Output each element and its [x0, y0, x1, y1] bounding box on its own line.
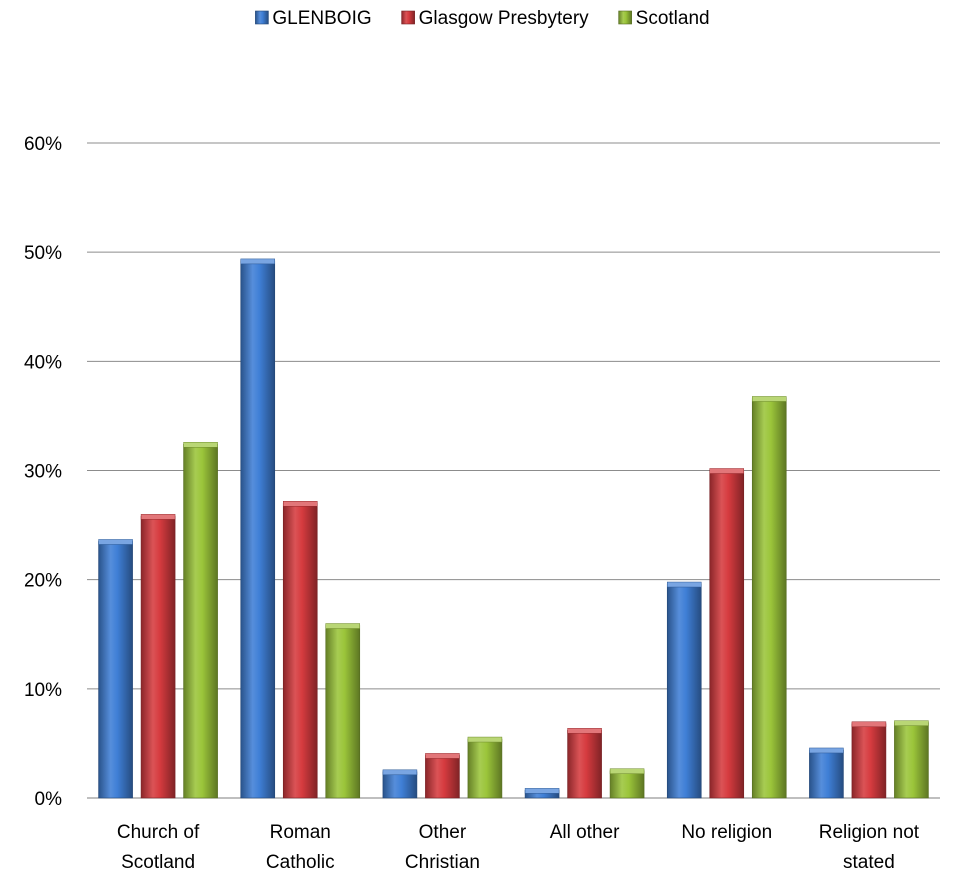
y-tick-label: 10%: [24, 680, 62, 701]
y-axis: 0% 10% 20% 30% 40% 50% 60%: [24, 134, 62, 810]
legend-swatch: [401, 10, 415, 25]
x-category-label: Catholic: [266, 852, 335, 873]
y-tick-label: 40%: [24, 352, 62, 373]
x-category-label: Roman: [270, 822, 331, 843]
x-axis: Church of Scotland Roman Catholic Other Chris…: [117, 822, 920, 873]
bar-top-cap: [183, 442, 218, 448]
legend-label: Glasgow Presbytery: [419, 8, 590, 29]
bar-top-cap: [425, 753, 460, 759]
bar-top-cap: [667, 581, 702, 588]
bar-top-cap: [524, 788, 560, 794]
legend-label: Scotland: [636, 8, 710, 29]
bar-top-cap: [709, 468, 744, 474]
bar-glasgow-presbytery: [140, 516, 176, 799]
bar-top-cap: [894, 720, 929, 726]
bar-glasgow-presbytery: [567, 730, 602, 799]
bar-glenboig: [240, 260, 276, 799]
y-tick-label: 30%: [24, 462, 62, 483]
legend-swatch: [618, 10, 632, 25]
x-category-label: Scotland: [121, 852, 195, 873]
bar-glenboig: [382, 771, 418, 799]
bar-glenboig: [98, 541, 133, 799]
bar-scotland: [183, 443, 218, 799]
bar-top-cap: [609, 768, 645, 774]
y-tick-label: 20%: [24, 571, 62, 592]
y-tick-label: 0%: [35, 789, 63, 810]
bar-scotland: [325, 625, 361, 799]
legend-label: GLENBOIG: [272, 8, 371, 29]
x-category-label: Other: [419, 822, 467, 843]
bar-top-cap: [567, 728, 602, 734]
x-category-label: Church of: [117, 822, 200, 843]
bar-top-cap: [98, 539, 133, 545]
bar-top-cap: [851, 721, 887, 728]
x-category-label: Religion not: [819, 822, 920, 843]
gridlines: [87, 142, 940, 799]
bar-top-cap: [325, 623, 360, 629]
bar-glasgow-presbytery: [282, 502, 318, 799]
bar-top-cap: [752, 396, 787, 402]
x-category-label: All other: [550, 822, 620, 843]
x-category-label: No religion: [681, 822, 772, 843]
bar-top-cap: [809, 747, 844, 754]
bar-top-cap: [283, 501, 318, 507]
bars: [98, 258, 929, 799]
x-category-label: Christian: [405, 852, 480, 873]
bar-top-cap: [382, 769, 418, 776]
y-tick-label: 50%: [24, 243, 62, 264]
bar-scotland: [609, 770, 645, 799]
legend: GLENBOIG Glasgow Presbytery Scotland: [255, 8, 710, 29]
legend-swatch: [255, 10, 269, 25]
bar-glasgow-presbytery: [709, 470, 745, 799]
bar-top-cap: [467, 736, 503, 743]
bar-glenboig: [809, 749, 844, 799]
bar-scotland: [894, 722, 929, 799]
bar-glenboig: [666, 583, 702, 799]
bar-top-cap: [240, 258, 275, 265]
bar-glasgow-presbytery: [851, 723, 887, 799]
bar-scotland: [751, 398, 787, 799]
y-tick-label: 60%: [24, 134, 62, 155]
bar-top-cap: [140, 514, 176, 520]
x-category-label: stated: [843, 852, 895, 873]
bar-glasgow-presbytery: [425, 755, 460, 799]
bar-scotland: [467, 738, 503, 799]
